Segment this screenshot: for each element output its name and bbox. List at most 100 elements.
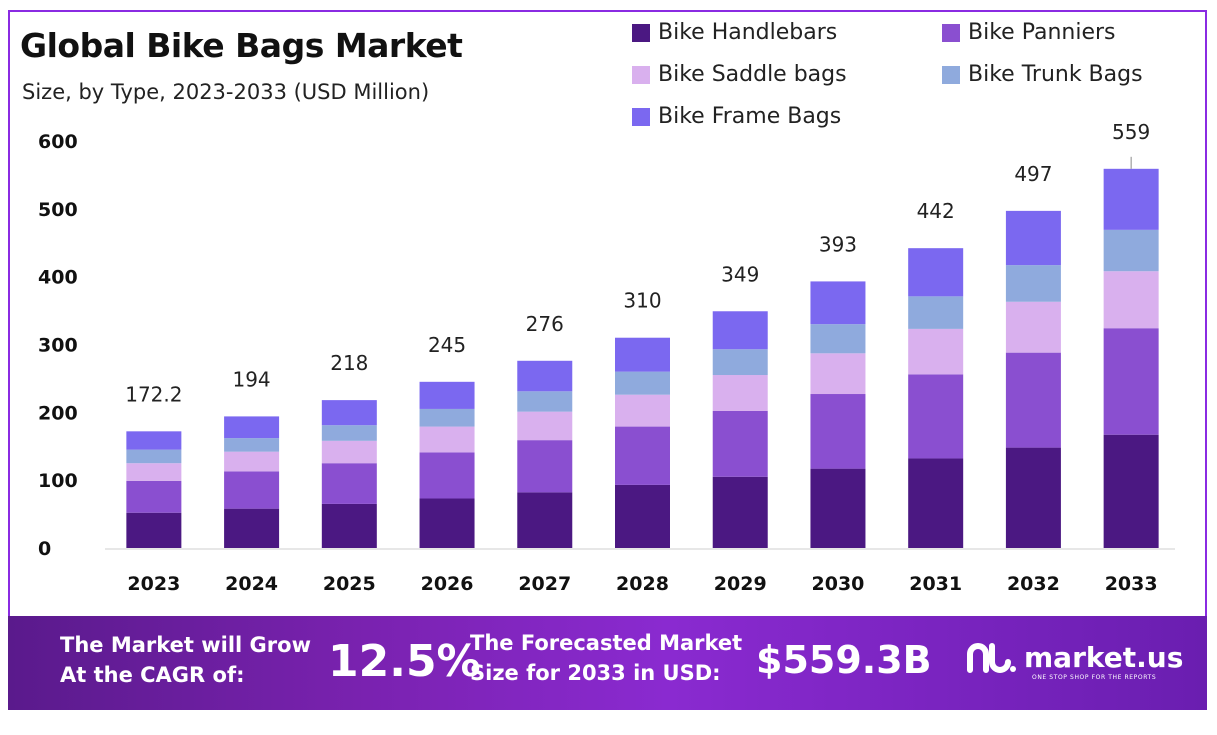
x-tick-label: 2033 (1105, 573, 1158, 595)
bar-segment (712, 311, 768, 350)
x-tick-label: 2026 (421, 573, 474, 595)
bar-segment (517, 391, 573, 412)
bar-segment (321, 463, 377, 504)
logo-text: market.us (1024, 640, 1184, 674)
cagr-caption: The Market will Grow At the CAGR of: (60, 630, 311, 690)
market-us-logo: market.us (966, 640, 1183, 674)
legend-item-panniers: Bike Panniers (942, 20, 1116, 45)
bar-segment (321, 400, 377, 426)
bar-segment (1005, 210, 1061, 266)
bar-segment (810, 353, 866, 395)
stacked-bar-chart: 0 100 200 300 400 500 600 172.2 2023 194 2024 218 20… (38, 120, 1175, 595)
bar-segment (419, 408, 475, 427)
bar-segment (810, 324, 866, 354)
forecast-caption-line2: Size for 2033 in USD: (470, 661, 721, 685)
bar-segment (615, 426, 670, 485)
bar-segment (224, 438, 280, 452)
market-us-logo-icon (967, 643, 1016, 673)
bar-segment (419, 452, 475, 499)
bar-segment (908, 328, 964, 375)
bar-total-label: 497 (1014, 162, 1052, 186)
bar-segment (126, 449, 182, 464)
legend-item-saddle-bags: Bike Saddle bags (632, 62, 847, 87)
bar-segment (1005, 265, 1061, 302)
bar-total-label: 559 (1112, 120, 1150, 144)
x-tick-label: 2032 (1007, 573, 1060, 595)
y-tick-label: 100 (38, 470, 78, 492)
bar-total-label: 276 (526, 312, 564, 336)
bar-total-label: 442 (917, 199, 955, 223)
forecast-value: $559.3B (756, 638, 932, 682)
bar-segment (1103, 328, 1159, 435)
x-tick-label: 2028 (616, 573, 669, 595)
bar-total-label: 310 (623, 289, 661, 313)
y-tick-label: 300 (38, 335, 78, 357)
bar-segment (908, 296, 964, 329)
bar-segment (615, 484, 670, 548)
y-tick-label: 0 (38, 538, 51, 560)
y-tick-label: 400 (38, 267, 78, 289)
legend-swatch (632, 65, 650, 84)
bar-total-label: 245 (428, 333, 466, 357)
bar-total-label: 349 (721, 262, 759, 286)
legend-swatch (942, 65, 960, 84)
bar-segment (1005, 447, 1061, 548)
bar-segment (517, 411, 573, 441)
chart-subtitle: Size, by Type, 2023-2033 (USD Million) (22, 80, 430, 104)
bar-segment (712, 476, 768, 548)
bar-total-label: 393 (819, 232, 857, 256)
bar-segment (1103, 434, 1159, 548)
bar-segment (517, 440, 573, 493)
bar-segment (712, 410, 768, 477)
bar-segment (908, 458, 964, 548)
legend-swatch (632, 23, 650, 42)
bar-segment (615, 394, 670, 427)
y-tick-label: 600 (38, 131, 78, 153)
bar-segment (224, 471, 280, 509)
bar-segment (224, 508, 280, 548)
bar-segment (224, 451, 280, 472)
legend-swatch (632, 107, 650, 126)
bar-segment (908, 374, 964, 459)
forecast-caption: The Forecasted Market Size for 2033 in U… (470, 628, 742, 688)
x-tick-label: 2024 (225, 573, 278, 595)
bar-segment (321, 425, 377, 441)
x-tick-label: 2027 (518, 573, 571, 595)
bar-segment (126, 463, 182, 481)
bar-total-label: 194 (232, 367, 270, 391)
bar-segment (615, 337, 670, 372)
x-tick-label: 2031 (909, 573, 962, 595)
bar-segment (1103, 168, 1159, 230)
bar-segment (419, 498, 475, 548)
bar-total-label: 218 (330, 351, 368, 375)
bar-segment (517, 492, 573, 548)
bar-segment (126, 512, 182, 548)
legend-item-handlebars: Bike Handlebars (632, 20, 837, 45)
x-tick-label: 2030 (812, 573, 865, 595)
bar-segment (908, 248, 964, 297)
bar-segment (810, 468, 866, 548)
legend-label: Bike Panniers (968, 20, 1116, 45)
x-tick-label: 2029 (714, 573, 767, 595)
bar-segment (321, 440, 377, 464)
legend-swatch (942, 23, 960, 42)
bar-segment (126, 480, 182, 513)
forecast-caption-line1: The Forecasted Market (470, 631, 743, 655)
cagr-caption-line1: The Market will Grow (60, 633, 311, 657)
legend-label: Bike Saddle bags (658, 62, 847, 87)
bar-segment (615, 371, 670, 395)
bar-segment (810, 394, 866, 469)
bar-segment (1103, 229, 1159, 272)
bar-segment (419, 381, 475, 409)
bar-segment (712, 349, 768, 376)
chart-title: Global Bike Bags Market (20, 26, 463, 65)
bar-segment (1005, 352, 1061, 448)
bar-segment (1005, 301, 1061, 353)
legend-label: Bike Frame Bags (658, 104, 842, 129)
bar-segment (224, 416, 280, 439)
legend-label: Bike Handlebars (658, 20, 838, 45)
bar-total-label: 172.2 (125, 382, 182, 406)
legend-label: Bike Trunk Bags (968, 62, 1143, 87)
legend-item-trunk-bags: Bike Trunk Bags (942, 62, 1143, 87)
summary-banner: The Market will Grow At the CAGR of: 12.… (8, 616, 1207, 710)
